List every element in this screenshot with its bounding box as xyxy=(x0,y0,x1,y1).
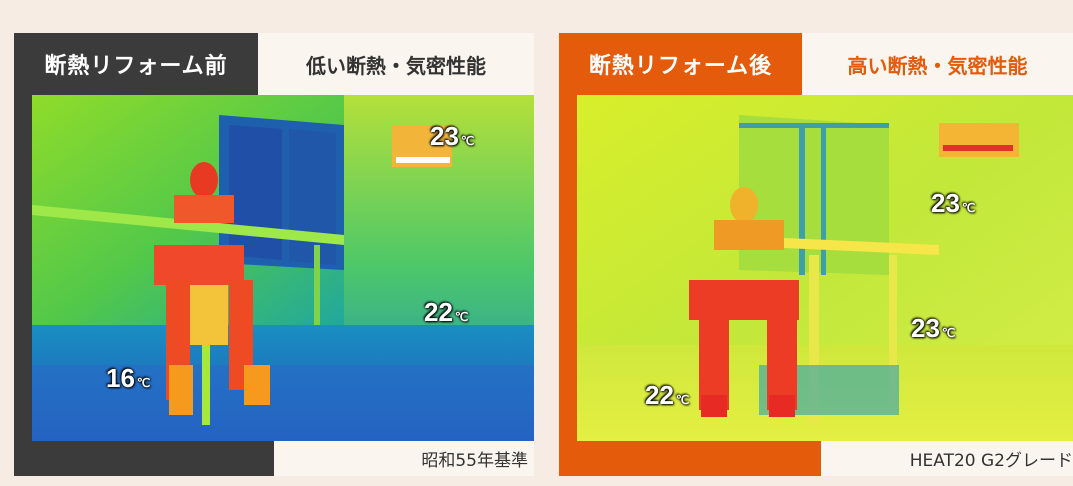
after-standard: HEAT20 G2グレード xyxy=(821,441,1073,476)
before-subtitle: 低い断熱・気密性能 xyxy=(258,33,534,95)
before-thermal-image: 23 ℃ 22 ℃ 16 ℃ xyxy=(14,95,534,441)
after-subtitle: 高い断熱・気密性能 xyxy=(802,33,1073,95)
before-panel: 断熱リフォーム前 低い断熱・気密性能 xyxy=(14,33,534,476)
after-thermal-image: 23 ℃ 23 ℃ 22 ℃ xyxy=(559,95,1073,441)
before-temp-ac: 23 ℃ xyxy=(430,121,475,151)
before-standard: 昭和55年基準 xyxy=(274,441,534,476)
before-footer-bar xyxy=(14,441,274,476)
before-temp-floor: 16 ℃ xyxy=(106,363,151,393)
after-temp-ac: 23 ℃ xyxy=(931,188,976,218)
after-footer: HEAT20 G2グレード xyxy=(559,441,1073,476)
after-thermal-illustration xyxy=(577,95,1073,441)
after-footer-bar xyxy=(559,441,821,476)
after-tag: 断熱リフォーム後 xyxy=(559,33,802,95)
after-temp-wall: 23 ℃ xyxy=(911,313,956,343)
after-panel: 断熱リフォーム後 高い断熱・気密性能 xyxy=(559,33,1073,476)
before-tag: 断熱リフォーム前 xyxy=(14,33,258,95)
before-thermal-illustration xyxy=(32,95,534,441)
after-header: 断熱リフォーム後 高い断熱・気密性能 xyxy=(559,33,1073,95)
before-temp-wall: 22 ℃ xyxy=(424,297,469,327)
before-footer: 昭和55年基準 xyxy=(14,441,534,476)
before-header: 断熱リフォーム前 低い断熱・気密性能 xyxy=(14,33,534,95)
after-temp-floor: 22 ℃ xyxy=(645,380,690,410)
